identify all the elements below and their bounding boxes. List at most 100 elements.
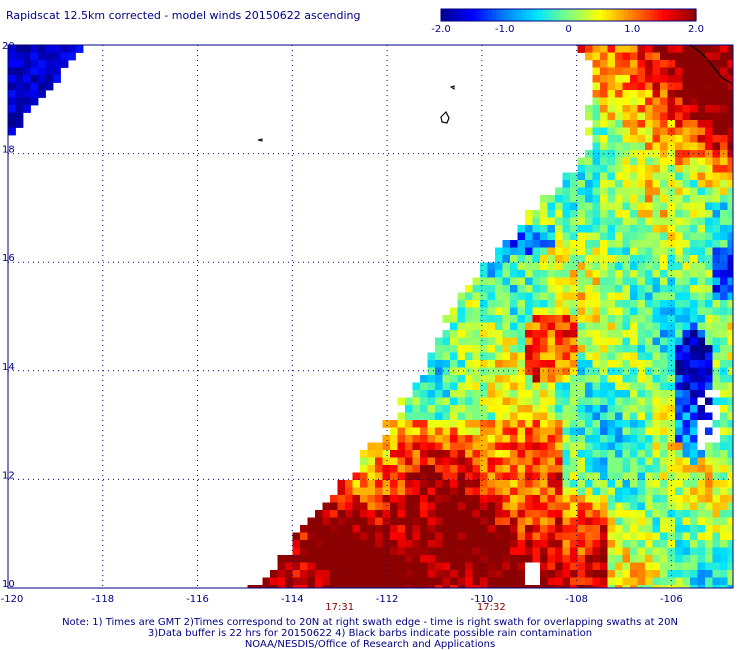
wind-difference-cell	[532, 210, 541, 218]
wind-difference-cell	[375, 480, 383, 488]
wind-difference-cell	[645, 420, 653, 428]
wind-difference-cell	[675, 247, 683, 256]
wind-difference-cell	[712, 495, 721, 503]
wind-difference-cell	[397, 442, 406, 451]
wind-difference-cell	[345, 495, 353, 503]
wind-difference-cell	[660, 45, 668, 53]
wind-difference-cell	[517, 292, 526, 301]
wind-difference-cell	[322, 562, 331, 571]
wind-difference-cell	[412, 487, 421, 496]
wind-difference-cell	[712, 135, 721, 143]
wind-difference-cell	[667, 60, 676, 68]
wind-difference-cell	[38, 45, 46, 53]
wind-difference-cell	[645, 187, 653, 196]
wind-difference-cell	[472, 427, 481, 436]
wind-difference-cell	[585, 502, 593, 511]
wind-difference-cell	[630, 90, 638, 98]
wind-difference-cell	[600, 405, 608, 413]
wind-difference-cell	[660, 547, 668, 556]
wind-difference-cell	[615, 532, 623, 541]
wind-difference-cell	[480, 502, 488, 511]
wind-difference-cell	[435, 510, 443, 518]
wind-difference-cell	[675, 82, 683, 91]
wind-difference-cell	[495, 450, 503, 458]
colorbar-segment	[526, 9, 531, 21]
wind-difference-cell	[457, 352, 466, 361]
wind-difference-cell	[645, 270, 653, 278]
wind-difference-cell	[600, 487, 608, 496]
wind-difference-cell	[585, 360, 593, 368]
wind-difference-cell	[285, 570, 293, 578]
wind-difference-cell	[660, 465, 668, 473]
wind-difference-cell	[465, 397, 473, 406]
swath-time-label: 17:32	[477, 602, 506, 613]
wind-difference-cell	[682, 187, 691, 196]
wind-difference-cell	[600, 427, 608, 436]
wind-difference-cell	[337, 577, 346, 586]
wind-difference-cell	[622, 232, 631, 241]
wind-difference-cell	[547, 405, 556, 413]
wind-difference-cell	[630, 105, 638, 113]
wind-difference-cell	[705, 202, 713, 211]
wind-difference-cell	[645, 307, 653, 316]
wind-difference-cell	[480, 390, 488, 398]
wind-difference-cell	[555, 532, 563, 541]
wind-difference-cell	[570, 307, 578, 316]
wind-difference-cell	[607, 390, 616, 398]
wind-difference-cell	[570, 315, 578, 323]
wind-difference-cell	[697, 270, 706, 278]
wind-difference-cell	[330, 502, 338, 511]
longitude-tick-label: -118	[91, 594, 114, 605]
wind-difference-cell	[652, 45, 661, 53]
wind-difference-cell	[645, 127, 653, 136]
wind-difference-cell	[345, 525, 353, 533]
wind-difference-cell	[727, 390, 733, 398]
wind-difference-cell	[615, 352, 623, 361]
wind-difference-cell	[720, 330, 728, 338]
wind-difference-cell	[570, 532, 578, 541]
wind-difference-cell	[615, 577, 623, 586]
wind-difference-cell	[660, 97, 668, 106]
wind-difference-cell	[690, 435, 698, 443]
wind-difference-cell	[660, 337, 668, 346]
wind-difference-cell	[562, 240, 571, 248]
wind-difference-cell	[495, 360, 503, 368]
wind-difference-cell	[667, 472, 676, 481]
wind-difference-cell	[637, 232, 646, 241]
wind-difference-cell	[480, 480, 488, 488]
wind-difference-cell	[495, 435, 503, 443]
wind-difference-cell	[517, 510, 526, 518]
wind-difference-cell	[600, 262, 608, 271]
wind-difference-cell	[397, 472, 406, 481]
wind-difference-cell	[607, 172, 616, 181]
wind-difference-cell	[465, 315, 473, 323]
wind-difference-cell	[652, 427, 661, 436]
wind-difference-cell	[585, 195, 593, 203]
wind-difference-cell	[555, 330, 563, 338]
wind-difference-cell	[727, 442, 733, 451]
wind-difference-cell	[517, 487, 526, 496]
wind-difference-cell	[570, 285, 578, 293]
wind-difference-cell	[622, 255, 631, 263]
wind-difference-cell	[615, 397, 623, 406]
wind-difference-cell	[607, 262, 616, 271]
wind-difference-cell	[697, 97, 706, 106]
wind-difference-cell	[300, 532, 308, 541]
wind-difference-cell	[637, 247, 646, 256]
wind-difference-cell	[585, 277, 593, 286]
wind-difference-cell	[622, 135, 631, 143]
wind-difference-cell	[607, 345, 616, 353]
wind-difference-cell	[45, 67, 54, 76]
wind-difference-cell	[450, 555, 458, 563]
wind-difference-cell	[615, 270, 623, 278]
wind-difference-cell	[645, 585, 653, 588]
wind-difference-cell	[600, 330, 608, 338]
wind-difference-cell	[675, 442, 683, 451]
wind-difference-cell	[690, 142, 698, 151]
wind-difference-cell	[712, 180, 721, 188]
wind-difference-cell	[675, 142, 683, 151]
wind-difference-cell	[720, 337, 728, 346]
wind-difference-cell	[585, 540, 593, 548]
wind-difference-cell	[600, 225, 608, 233]
wind-difference-cell	[712, 465, 721, 473]
